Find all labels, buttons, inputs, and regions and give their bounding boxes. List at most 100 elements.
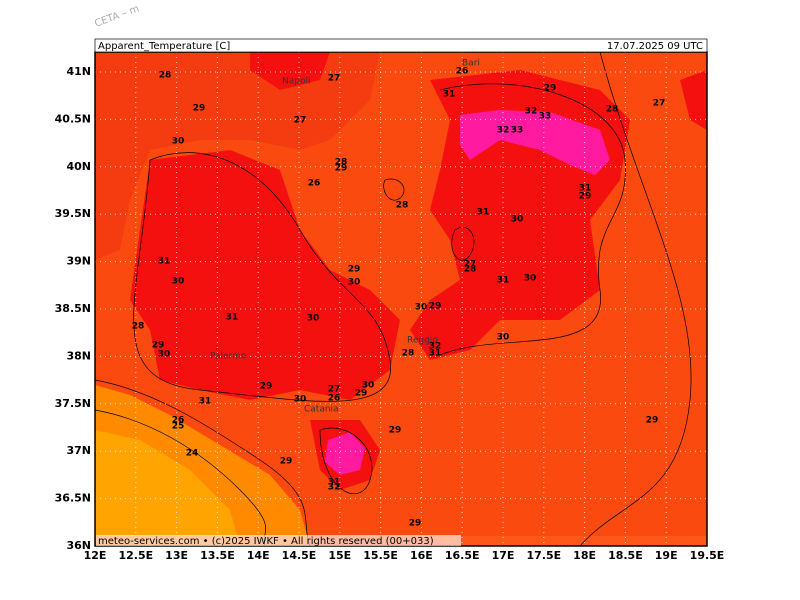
contour-label: 29 (348, 265, 361, 275)
contour-label: 31 (226, 313, 239, 323)
contour-label: 29 (335, 164, 348, 174)
contour-label: 33 (511, 126, 524, 136)
contour-label: 29 (389, 426, 402, 436)
contour-label: 31 (579, 184, 592, 194)
contour (579, 52, 692, 546)
contour-label: 30 (497, 333, 510, 343)
contour-label: 30 (307, 314, 320, 324)
contour-label: 31 (158, 257, 171, 267)
contour (383, 178, 405, 201)
lat-label: 39.5N (55, 207, 91, 220)
lon-label: 17E (492, 549, 515, 562)
contour-label: 29 (429, 302, 442, 312)
contour-label: 33 (539, 112, 552, 122)
contour (95, 409, 266, 546)
lat-label: 38N (66, 349, 91, 362)
city-label: Palermo (210, 352, 247, 362)
city-label: Catania (304, 405, 339, 415)
contour-label: 27 (653, 99, 666, 109)
contour-label: 29 (152, 341, 165, 351)
lon-label: 18E (573, 549, 596, 562)
contour-label: 28 (132, 322, 145, 332)
lon-label: 13E (165, 549, 188, 562)
lon-label: 12E (84, 549, 107, 562)
timestamp: 17.07.2025 09 UTC (607, 41, 703, 52)
contour (451, 227, 475, 261)
contour-label: 28 (396, 201, 409, 211)
lat-label: 38.5N (55, 302, 91, 315)
contour-label: 26 (328, 394, 341, 404)
field-mild (95, 430, 240, 546)
contour-label: 25 (172, 422, 185, 432)
contour-label: 30 (348, 278, 361, 288)
contour-label: 31 (497, 276, 510, 286)
field-sea (95, 52, 380, 260)
contour-label: 27 (328, 385, 341, 395)
contour-label: 28 (159, 71, 172, 81)
contour-label: 29 (579, 192, 592, 202)
contour-label: 31 (199, 397, 212, 407)
lat-label: 40N (66, 160, 91, 173)
contour-label: 28 (335, 158, 348, 168)
contour-label: 31 (429, 349, 442, 359)
contour (95, 379, 311, 546)
lat-label: 37.5N (55, 397, 91, 410)
contour-label: 31 (328, 478, 341, 488)
contour-label: 24 (186, 449, 199, 459)
contour-label: 26 (172, 416, 185, 426)
contour-label: 29 (355, 389, 368, 399)
lon-label: 13.5E (200, 549, 235, 562)
contour (439, 83, 626, 356)
contour-label: 32 (525, 107, 538, 117)
lon-label: 14.5E (282, 549, 317, 562)
lon-label: 16.5E (445, 549, 480, 562)
contour-label: 31 (443, 90, 456, 100)
contour-label: 32 (497, 126, 510, 136)
field-hot (250, 52, 330, 90)
city-label: Bari (462, 59, 480, 69)
lon-label: 16E (410, 549, 433, 562)
contour-label: 28 (402, 349, 415, 359)
contour-label: 32 (429, 342, 442, 352)
contour-label: 27 (294, 116, 307, 126)
lat-label: 36N (66, 539, 91, 552)
lat-label: 41N (66, 65, 91, 78)
contour-label: 30 (172, 137, 185, 147)
field-max (460, 110, 610, 175)
lon-label: 14E (247, 549, 270, 562)
contour-label: 29 (409, 519, 422, 529)
contour-label: 26 (456, 67, 469, 77)
lon-label: 17.5E (526, 549, 561, 562)
lat-label: 40.5N (55, 112, 91, 125)
contour-label: 29 (280, 457, 293, 467)
contour-label: 29 (260, 382, 273, 392)
contour-label: 26 (308, 179, 321, 189)
contour-label: 28 (606, 105, 619, 115)
contour-label: 30 (172, 277, 185, 287)
lat-label: 39N (66, 255, 91, 268)
city-label: Reggio (407, 336, 438, 346)
contour-label: 32 (328, 483, 341, 493)
contour-label: 30 (511, 215, 524, 225)
contour-label: 30 (415, 303, 428, 313)
contour-label: 27 (328, 74, 341, 84)
contour-label: 28 (464, 265, 477, 275)
contour-label: 29 (544, 84, 557, 94)
contour (319, 427, 373, 495)
contour-label: 30 (294, 395, 307, 405)
contour-label: 29 (646, 416, 659, 426)
title-bar (94, 38, 708, 53)
lon-label: 18.5E (608, 549, 643, 562)
lat-label: 37N (66, 444, 91, 457)
contour-label: 30 (524, 274, 537, 284)
contour-label: 30 (362, 381, 375, 391)
field-hot (680, 70, 707, 130)
lon-label: 12.5E (118, 549, 153, 562)
contour-label: 31 (477, 208, 490, 218)
lon-label: 19.5E (690, 549, 725, 562)
contour-label: 29 (193, 104, 206, 114)
corner-text: CETA – m (93, 3, 141, 29)
contour-label: 27 (464, 260, 477, 270)
